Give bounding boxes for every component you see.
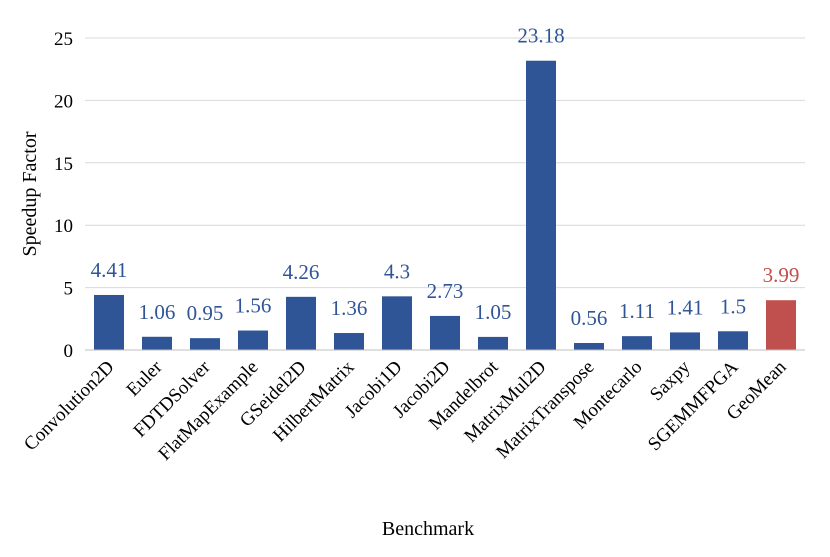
- bar-gseidel2d: [286, 296, 316, 350]
- data-label: 1.36: [331, 296, 368, 320]
- data-label: 1.56: [235, 294, 272, 318]
- x-axis-ticks: Convolution2D EulerFDTDSolverFlatMapExamp…: [20, 356, 791, 465]
- data-label: 4.26: [283, 260, 320, 284]
- data-label: 0.95: [187, 301, 224, 325]
- data-label: 0.56: [571, 306, 608, 330]
- data-labels: 4.41 1.06 0.95 1.56 4.26 1.36 4.3 2.73 1.05 23.18…: [91, 24, 800, 330]
- y-tick-label: 5: [64, 279, 74, 300]
- bars: [94, 60, 796, 351]
- bar-montecarlo: [622, 336, 652, 350]
- bar-jacobi1d: [382, 296, 412, 350]
- x-axis-title: Benchmark: [382, 518, 474, 540]
- y-tick-label: 25: [54, 29, 73, 50]
- bar-sgemmfpga: [718, 331, 748, 350]
- bar-saxpy: [670, 332, 700, 350]
- data-label: 3.99: [763, 263, 800, 287]
- bar-hilbertmatrix: [334, 333, 364, 350]
- data-label: 23.18: [517, 24, 564, 48]
- bar-flatmapexample: [238, 330, 268, 350]
- bar-matrixmul2d: [526, 60, 556, 351]
- data-label: 1.5: [720, 294, 746, 318]
- y-axis-ticks: 0 5 10 15 20 25: [54, 29, 73, 362]
- x-tick-label: Euler: [123, 356, 167, 400]
- data-label: 1.06: [139, 300, 176, 324]
- data-label: 2.73: [427, 279, 464, 303]
- y-tick-label: 10: [54, 216, 73, 237]
- data-label: 4.3: [384, 259, 410, 283]
- bar-matrixtranspose: [574, 343, 604, 350]
- bar-geomean: [766, 300, 796, 350]
- y-tick-label: 15: [54, 154, 73, 175]
- data-label: 1.05: [475, 300, 512, 324]
- bar-convolution2d: [94, 294, 124, 350]
- gridlines: [85, 37, 805, 289]
- y-tick-label: 20: [54, 91, 73, 112]
- bar-jacobi2d: [430, 315, 460, 350]
- data-label: 4.41: [91, 258, 128, 282]
- x-tick-label: Convolution2D: [20, 357, 118, 455]
- data-label: 1.11: [619, 299, 655, 323]
- bar-mandelbrot: [478, 336, 508, 350]
- bar-euler: [142, 336, 172, 350]
- data-label: 1.41: [667, 295, 704, 319]
- y-tick-label: 0: [64, 341, 74, 362]
- bar-fdtdsolver: [190, 338, 220, 350]
- y-axis-title: Speedup Factor: [19, 131, 41, 256]
